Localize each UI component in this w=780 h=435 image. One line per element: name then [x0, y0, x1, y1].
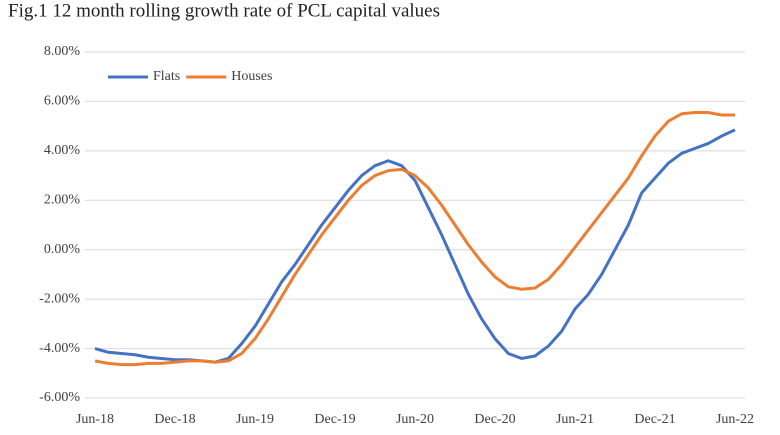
y-tick-label: 6.00%: [44, 94, 81, 109]
y-tick-label: -6.00%: [39, 390, 80, 405]
chart-title: Fig.1 12 month rolling growth rate of PC…: [8, 0, 440, 21]
x-tick-label: Dec-20: [474, 412, 515, 427]
x-tick-label: Jun-19: [236, 412, 274, 427]
y-tick-label: 4.00%: [44, 143, 81, 158]
x-tick-label: Jun-20: [396, 412, 434, 427]
x-tick-label: Dec-18: [154, 412, 195, 427]
x-tick-label: Jun-18: [76, 412, 114, 427]
line-series: [94, 128, 736, 364]
y-tick-label: 8.00%: [44, 44, 81, 59]
x-tick-label: Jun-22: [716, 412, 754, 427]
legend-label: Houses: [231, 69, 272, 84]
y-tick-label: 0.00%: [44, 242, 81, 257]
y-tick-label: 2.00%: [44, 193, 81, 208]
x-tick-label: Dec-21: [634, 412, 675, 427]
legend-label: Flats: [153, 69, 180, 84]
y-tick-label: -2.00%: [39, 291, 80, 306]
line-series: [94, 111, 735, 367]
x-tick-label: Dec-19: [314, 412, 355, 427]
x-tick-label: Jun-21: [556, 412, 594, 427]
y-tick-label: -4.00%: [39, 341, 80, 356]
